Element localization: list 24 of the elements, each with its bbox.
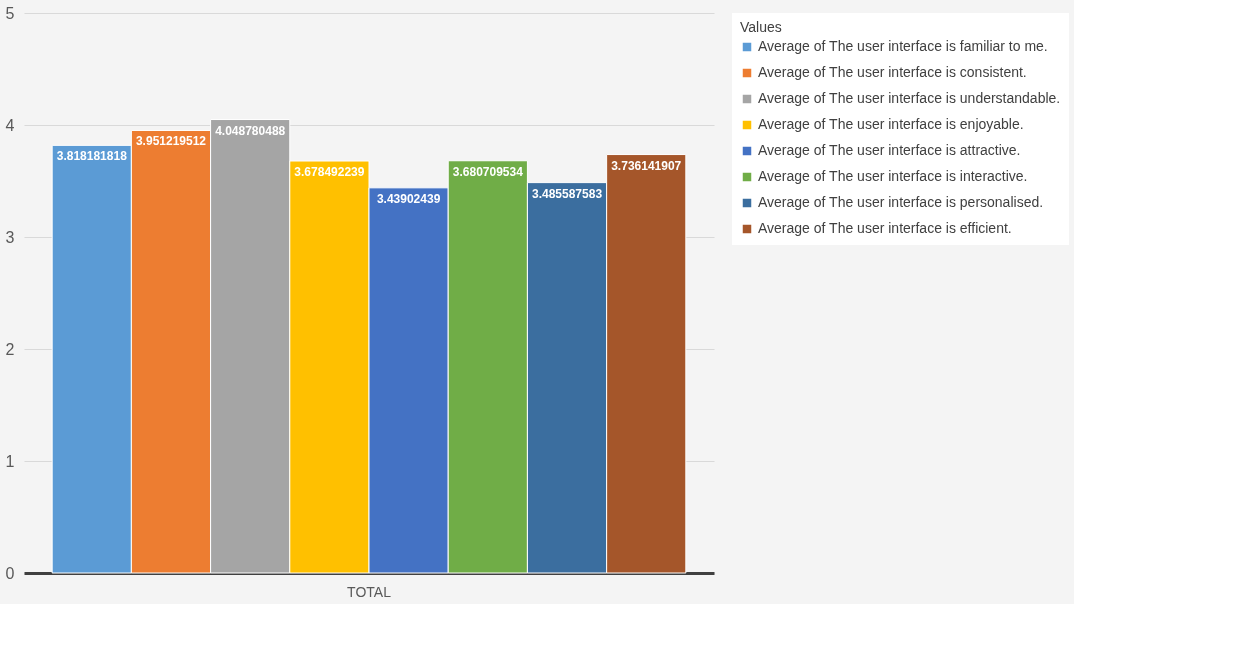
y-tick-label: 3 [5, 228, 15, 246]
legend-label: Average of The user interface is attractive. [758, 142, 1021, 158]
legend-label: Average of The user interface is consistent. [758, 64, 1027, 80]
y-tick-label: 0 [5, 564, 15, 582]
legend-label: Average of The user interface is personalised. [758, 194, 1044, 210]
y-tick-label: 4 [5, 116, 15, 134]
x-tick-label: TOTAL [347, 583, 392, 600]
legend-label: Average of The user interface is familiar to me. [758, 38, 1048, 54]
data-label: 3.680709534 [452, 164, 524, 179]
data-label: 3.951219512 [135, 134, 207, 149]
data-label: 3.818181818 [56, 149, 128, 164]
legend-label: Average of The user interface is understandable. [758, 90, 1061, 106]
y-tick-label: 5 [5, 4, 15, 22]
legend-label: Average of The user interface is enjoyable. [758, 116, 1024, 132]
legend-title: Values [740, 19, 782, 35]
data-label: 3.485587583 [531, 186, 603, 201]
data-label: 3.736141907 [611, 158, 682, 173]
legend-label: Average of The user interface is efficient. [758, 220, 1012, 236]
y-tick-label: 1 [5, 452, 15, 470]
data-label: 3.43902439 [376, 191, 441, 206]
data-label: 4.048780488 [215, 123, 286, 138]
data-label: 3.678492239 [294, 165, 365, 180]
legend-label: Average of The user interface is interactive. [758, 168, 1028, 184]
y-tick-label: 2 [5, 340, 15, 358]
